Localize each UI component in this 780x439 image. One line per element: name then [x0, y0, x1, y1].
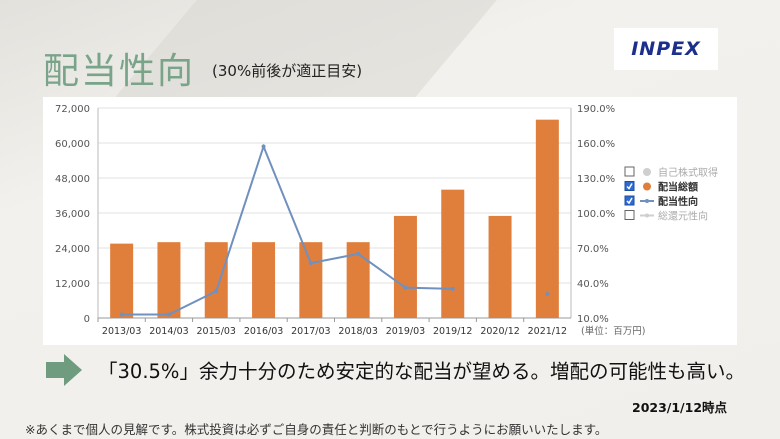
y-left-tick-label: 12,000 — [55, 279, 90, 290]
legend-checkbox — [624, 195, 635, 206]
x-tick-label: 2014/03 — [149, 326, 188, 337]
bar — [299, 242, 323, 318]
y-left-tick-label: 24,000 — [55, 244, 90, 255]
x-tick-label: 2013/03 — [102, 326, 141, 337]
logo-text: INPEX — [631, 38, 701, 60]
x-tick-label: 2020/12 — [480, 326, 519, 337]
bar — [393, 215, 417, 318]
arrow-right-icon — [46, 354, 82, 386]
legend-label: 自己株式取得 — [658, 166, 718, 179]
disclaimer: ※あくまで個人の見解です。株式投資は必ずご自身の責任と判断のもとで行うようにお願… — [25, 422, 608, 437]
company-logo: INPEX — [614, 28, 718, 70]
x-tick-label: 2021/12 — [528, 326, 567, 337]
legend-marker — [643, 168, 651, 176]
legend-label: 配当総額 — [658, 181, 698, 194]
x-tick-label: 2015/03 — [197, 326, 236, 337]
y-right-tick-label: 100.0% — [577, 209, 615, 220]
x-tick-label: 2019/03 — [386, 326, 425, 337]
legend-marker-dot — [645, 213, 649, 218]
bar — [252, 242, 276, 318]
legend-checkbox — [624, 181, 635, 191]
y-left-tick-label: 72,000 — [55, 104, 90, 115]
legend-checkbox — [624, 210, 635, 220]
bar — [441, 189, 465, 318]
legend-label: 総還元性向 — [658, 210, 708, 223]
y-left-tick-label: 48,000 — [55, 174, 90, 185]
bar — [204, 242, 228, 318]
chart-panel: 0 12,000 24,000 36,000 48,000 60,000 72,000 10.… — [43, 97, 737, 345]
check-icon — [626, 197, 633, 205]
summary-message: 「30.5%」余力十分のため安定的な配当が望める。増配の可能性も高い。 — [98, 360, 745, 383]
y-right-tick-label: 160.0% — [577, 139, 615, 150]
x-tick-label: 2019/12 — [433, 326, 472, 337]
y-right-tick-label: 70.0% — [577, 244, 609, 255]
unit-note: (単位：百万円) — [581, 325, 645, 337]
y-left-tick-label: 0 — [84, 314, 90, 325]
dividend-chart: 0 12,000 24,000 36,000 48,000 60,000 72,000 10.… — [55, 104, 718, 337]
as-of-date: 2023/1/12時点 — [632, 400, 728, 415]
page-title: 配当性向 — [43, 51, 196, 92]
legend-label: 配当性向 — [658, 195, 698, 208]
y-right-tick-label: 190.0% — [577, 104, 615, 115]
legend-marker — [643, 182, 651, 191]
y-left-tick-label: 36,000 — [55, 209, 90, 220]
legend-marker-dot — [645, 199, 649, 203]
legend-checkbox — [624, 166, 635, 177]
bar — [157, 242, 181, 318]
payout-ratio-line — [121, 143, 453, 316]
y-right-tick-label: 10.0% — [577, 314, 609, 325]
y-right-tick-label: 40.0% — [577, 279, 609, 290]
x-tick-label: 2016/03 — [244, 326, 283, 337]
y-right-tick-label: 130.0% — [577, 174, 615, 185]
page-subtitle: (30%前後が適正目安) — [212, 62, 363, 80]
check-icon — [626, 183, 633, 190]
y-left-tick-label: 60,000 — [55, 139, 90, 150]
bar — [346, 242, 370, 318]
bar — [488, 215, 512, 318]
bar — [535, 119, 559, 319]
bar — [110, 243, 134, 318]
x-tick-label: 2018/03 — [338, 326, 377, 337]
line-point — [545, 292, 550, 297]
x-tick-label: 2017/03 — [291, 326, 330, 337]
